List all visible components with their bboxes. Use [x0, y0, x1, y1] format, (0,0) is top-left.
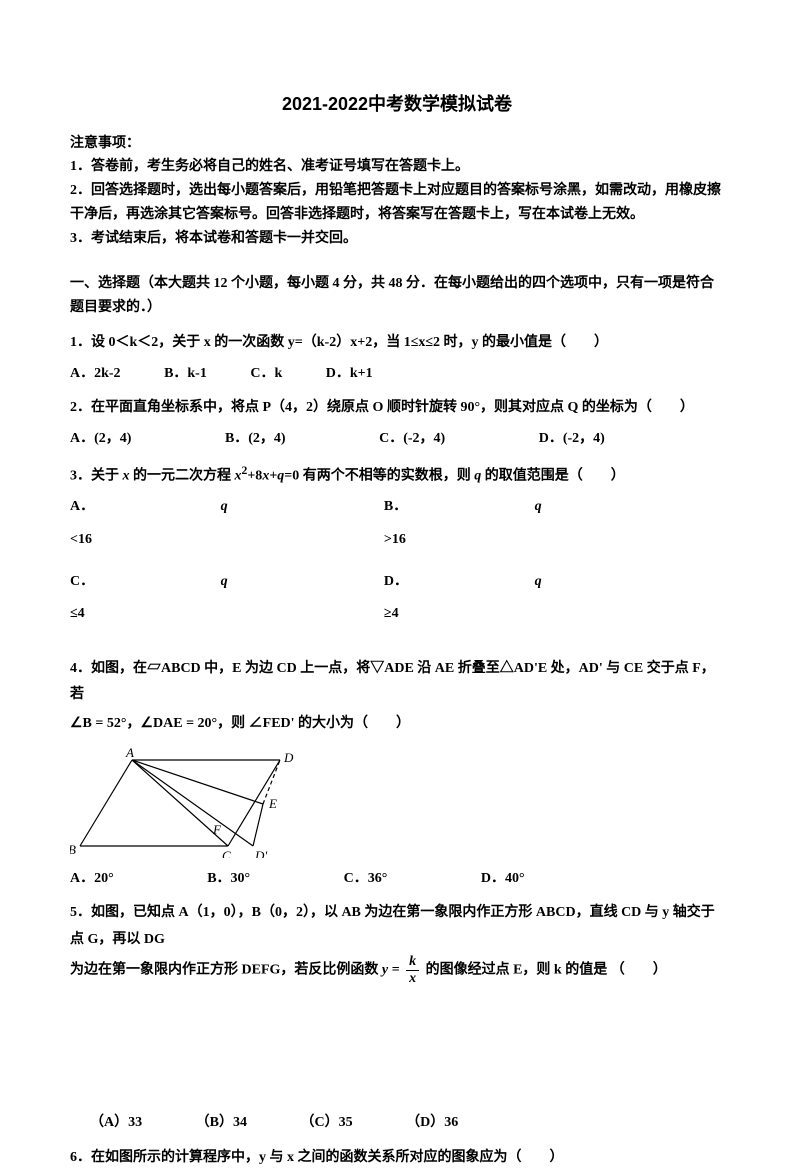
q3-option-b: B．q>16: [384, 496, 698, 561]
svg-text:B: B: [70, 842, 76, 857]
q4-option-a: A．20°: [70, 868, 114, 890]
q5-figure-placeholder: [70, 986, 724, 1106]
q2-option-a: A．(2，4): [70, 428, 131, 450]
q1-option-c: C．k: [250, 363, 282, 385]
page-title: 2021-2022中考数学模拟试卷: [70, 90, 724, 119]
q3-mid4: =0 有两个不相等的实数根，则: [284, 469, 474, 484]
q5-option-d: （D）36: [406, 1112, 458, 1134]
q4-text-line1: 4．如图，在▱ABCD 中，E 为边 CD 上一点，将▽ADE 沿 AE 折叠至…: [70, 656, 724, 709]
q3-text: 3．关于 x 的一元二次方程 x2+8x+q=0 有两个不相等的实数根，则 q …: [70, 460, 724, 490]
q4-option-d: D．40°: [481, 868, 525, 890]
q3-suffix: 的取值范围是（ ）: [481, 469, 625, 484]
notice-heading: 注意事项：: [70, 133, 724, 155]
q4-diagram: A D B C E F D': [70, 748, 724, 858]
q1-options: A．2k-2 B．k-1 C．k D．k+1: [70, 363, 724, 385]
q5-option-b: （B）34: [196, 1112, 247, 1134]
q5-options: （A）33 （B）34 （C）35 （D）36: [90, 1112, 724, 1134]
q1-option-a: A．2k-2: [70, 363, 121, 385]
q2-option-b: B．(2，4): [225, 428, 286, 450]
q3-mid2: +8: [247, 469, 262, 484]
q3-prefix: 3．关于: [70, 469, 123, 484]
q3-mid1: 的一元二次方程: [130, 469, 235, 484]
q5-option-a: （A）33: [90, 1112, 142, 1134]
q2-text: 2．在平面直角坐标系中，将点 P（4，2）绕原点 O 顺时针旋转 90°，则其对…: [70, 395, 724, 422]
q1-option-b: B．k-1: [164, 363, 207, 385]
svg-text:D: D: [283, 750, 294, 765]
fraction-k-over-x: k x: [406, 955, 419, 986]
notice-item-2: 2．回答选择题时，选出每小题答案后，用铅笔把答题卡上对应题目的答案标号涂黑，如需…: [70, 179, 724, 227]
svg-text:C: C: [222, 848, 231, 858]
q3-option-d: D．q≥4: [384, 571, 698, 636]
q2-option-d: D．(-2，4): [539, 428, 605, 450]
q4-text-line2: ∠B = 52°，∠DAE = 20°，则 ∠FED' 的大小为（ ）: [70, 711, 724, 738]
svg-text:F: F: [212, 822, 222, 837]
notice-item-3: 3．考试结束后，将本试卷和答题卡一并交回。: [70, 227, 724, 251]
q3-option-c: C．q≤4: [70, 571, 384, 636]
q4-diagram-svg: A D B C E F D': [70, 748, 300, 858]
q3-option-a: A．q<16: [70, 496, 384, 561]
q5-text-line1: 5．如图，已知点 A（1，0），B（0，2），以 AB 为边在第一象限内作正方形…: [70, 900, 724, 953]
q6-text: 6．在如图所示的计算程序中，y 与 x 之间的函数关系所对应的图象应为（ ）: [70, 1145, 724, 1171]
q2-option-c: C．(-2，4): [379, 428, 445, 450]
notice-item-1: 1．答卷前，考生务必将自己的姓名、准考证号填写在答题卡上。: [70, 155, 724, 179]
q3-options: A．q<16 B．q>16 C．q≤4 D．q≥4: [70, 496, 724, 646]
section-1-heading: 一、选择题（本大题共 12 个小题，每小题 4 分，共 48 分．在每小题给出的…: [70, 272, 724, 320]
q1-text: 1．设 0＜k＜2，关于 x 的一次函数 y=（k-2）x+2，当 1≤x≤2 …: [70, 330, 724, 357]
q5-text-line2: 为边在第一象限内作正方形 DEFG，若反比例函数 y = k x 的图像经过点 …: [70, 955, 724, 986]
q2-options: A．(2，4) B．(2，4) C．(-2，4) D．(-2，4): [70, 428, 724, 450]
q4-option-c: C．36°: [344, 868, 388, 890]
q4-option-b: B．30°: [207, 868, 250, 890]
q4-options: A．20° B．30° C．36° D．40°: [70, 868, 724, 890]
svg-text:D': D': [254, 848, 267, 858]
svg-text:A: A: [125, 748, 134, 760]
svg-text:E: E: [268, 796, 277, 811]
q1-option-d: D．k+1: [326, 363, 373, 385]
q5-option-c: （C）35: [300, 1112, 352, 1134]
